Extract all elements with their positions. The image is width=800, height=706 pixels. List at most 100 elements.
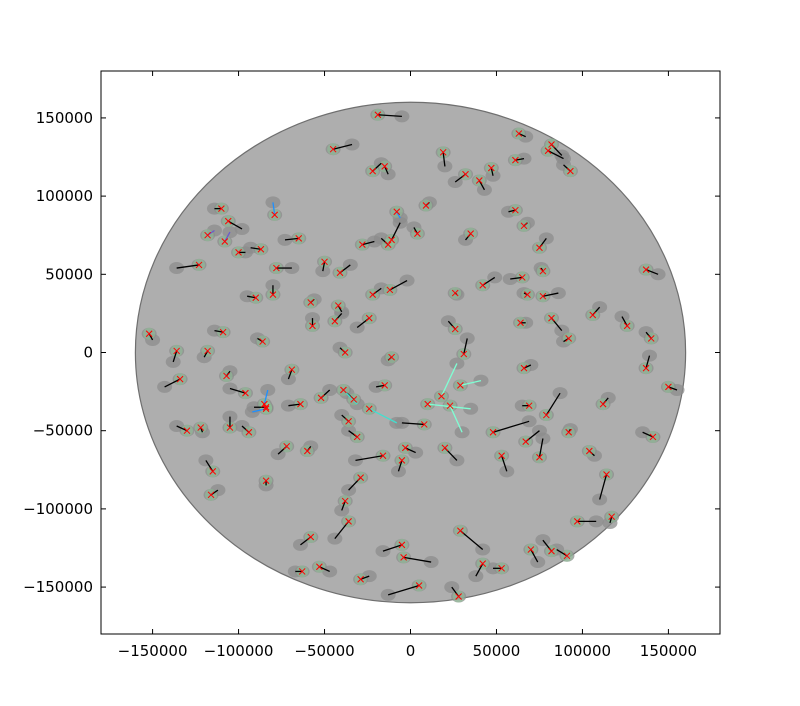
detection-marker: [420, 421, 428, 428]
detection-marker: [647, 335, 655, 342]
detection-marker: [400, 554, 407, 561]
match-segment: [382, 544, 403, 552]
detection-marker: [145, 330, 153, 338]
detection-marker: [520, 364, 528, 372]
detection-marker: [381, 163, 389, 170]
detection-marker: [260, 400, 268, 408]
detection-marker: [307, 533, 315, 541]
detection-marker: [524, 291, 531, 298]
detection-marker: [608, 513, 616, 521]
detection-marker: [451, 325, 459, 333]
detection-marker: [457, 381, 464, 389]
detection-marker: [340, 386, 347, 394]
detection-marker: [384, 241, 392, 248]
match-segment: [176, 264, 200, 269]
match-segment: [668, 386, 678, 391]
match-segment: [322, 261, 326, 272]
detection-marker: [183, 427, 191, 435]
detection-marker: [252, 294, 260, 302]
detection-marker: [565, 335, 573, 342]
detection-marker: [536, 244, 543, 252]
detection-marker: [345, 417, 352, 425]
detection-marker: [388, 236, 395, 244]
match-segment: [442, 152, 446, 167]
detection-marker: [309, 322, 316, 330]
detection-marker: [357, 575, 364, 583]
detection-marker: [359, 241, 366, 248]
detection-marker: [303, 447, 311, 455]
detection-marker: [223, 372, 230, 380]
blob-end: [244, 405, 260, 418]
detection-marker: [295, 234, 303, 242]
match-segment: [645, 355, 651, 369]
detection-marker: [479, 560, 487, 567]
detection-marker: [176, 375, 184, 383]
match-segment: [362, 240, 375, 246]
detection-marker: [542, 411, 550, 419]
axes: −150000 −100000 −50000 0 50000 100000 150000 −1…: [23, 70, 721, 660]
detection-marker: [603, 471, 610, 478]
x-tick-label: 50000: [473, 642, 521, 660]
detection-marker: [498, 564, 505, 572]
detection-marker: [567, 167, 574, 175]
match-segment: [530, 549, 539, 563]
detection-marker: [221, 238, 229, 245]
detection-marker: [316, 563, 323, 571]
detection-marker: [218, 205, 225, 212]
match-segment: [459, 530, 484, 551]
detection-marker: [512, 156, 519, 164]
match-segment: [449, 405, 463, 433]
detection-marker: [262, 405, 270, 413]
detection-marker: [341, 349, 349, 356]
match-segment: [272, 202, 276, 215]
detection-marker: [563, 552, 571, 560]
detection-marker: [365, 405, 373, 413]
detection-marker: [365, 314, 373, 322]
match-segment: [375, 384, 385, 388]
detection-marker: [401, 444, 409, 452]
detection-marker: [209, 468, 217, 475]
detection-marker: [439, 148, 447, 156]
detection-marker: [259, 338, 266, 345]
detection-marker: [649, 433, 657, 441]
detection-marker: [207, 491, 215, 499]
match-segment: [405, 447, 416, 454]
match-segment: [403, 556, 432, 563]
match-segment: [401, 422, 425, 426]
match-segment: [332, 143, 353, 150]
plot-area: [134, 101, 687, 604]
y-tick-label: −150000: [23, 578, 93, 596]
y-tick-label: −100000: [23, 500, 93, 518]
detection-marker: [388, 353, 395, 361]
detection-marker: [204, 231, 211, 239]
match-segment: [460, 380, 482, 386]
detection-marker: [224, 217, 232, 225]
y-tick-label: 100000: [36, 187, 93, 205]
detection-marker: [204, 347, 211, 355]
detection-marker: [548, 314, 555, 322]
match-segment: [389, 279, 408, 291]
match-segment: [368, 408, 398, 424]
detection-marker: [257, 245, 265, 253]
match-segment: [391, 222, 401, 241]
detection-marker: [242, 389, 249, 397]
match-segment: [214, 329, 224, 333]
x-tick-label: −50000: [294, 642, 354, 660]
match-segment: [247, 295, 256, 299]
detection-marker: [374, 111, 382, 119]
x-tick-label: −150000: [118, 642, 188, 660]
detection-marker: [288, 366, 296, 374]
detection-marker: [307, 299, 315, 306]
match-segment: [287, 369, 293, 380]
detection-marker: [548, 547, 555, 555]
match-segment: [176, 425, 188, 432]
detection-marker: [455, 593, 462, 600]
detection-marker: [422, 202, 430, 209]
match-segment: [542, 292, 559, 297]
match-segment: [609, 516, 613, 524]
match-segment: [490, 167, 494, 176]
detection-marker: [415, 582, 423, 589]
match-segment: [284, 237, 299, 241]
detection-marker: [520, 222, 528, 230]
match-segment: [440, 363, 458, 397]
